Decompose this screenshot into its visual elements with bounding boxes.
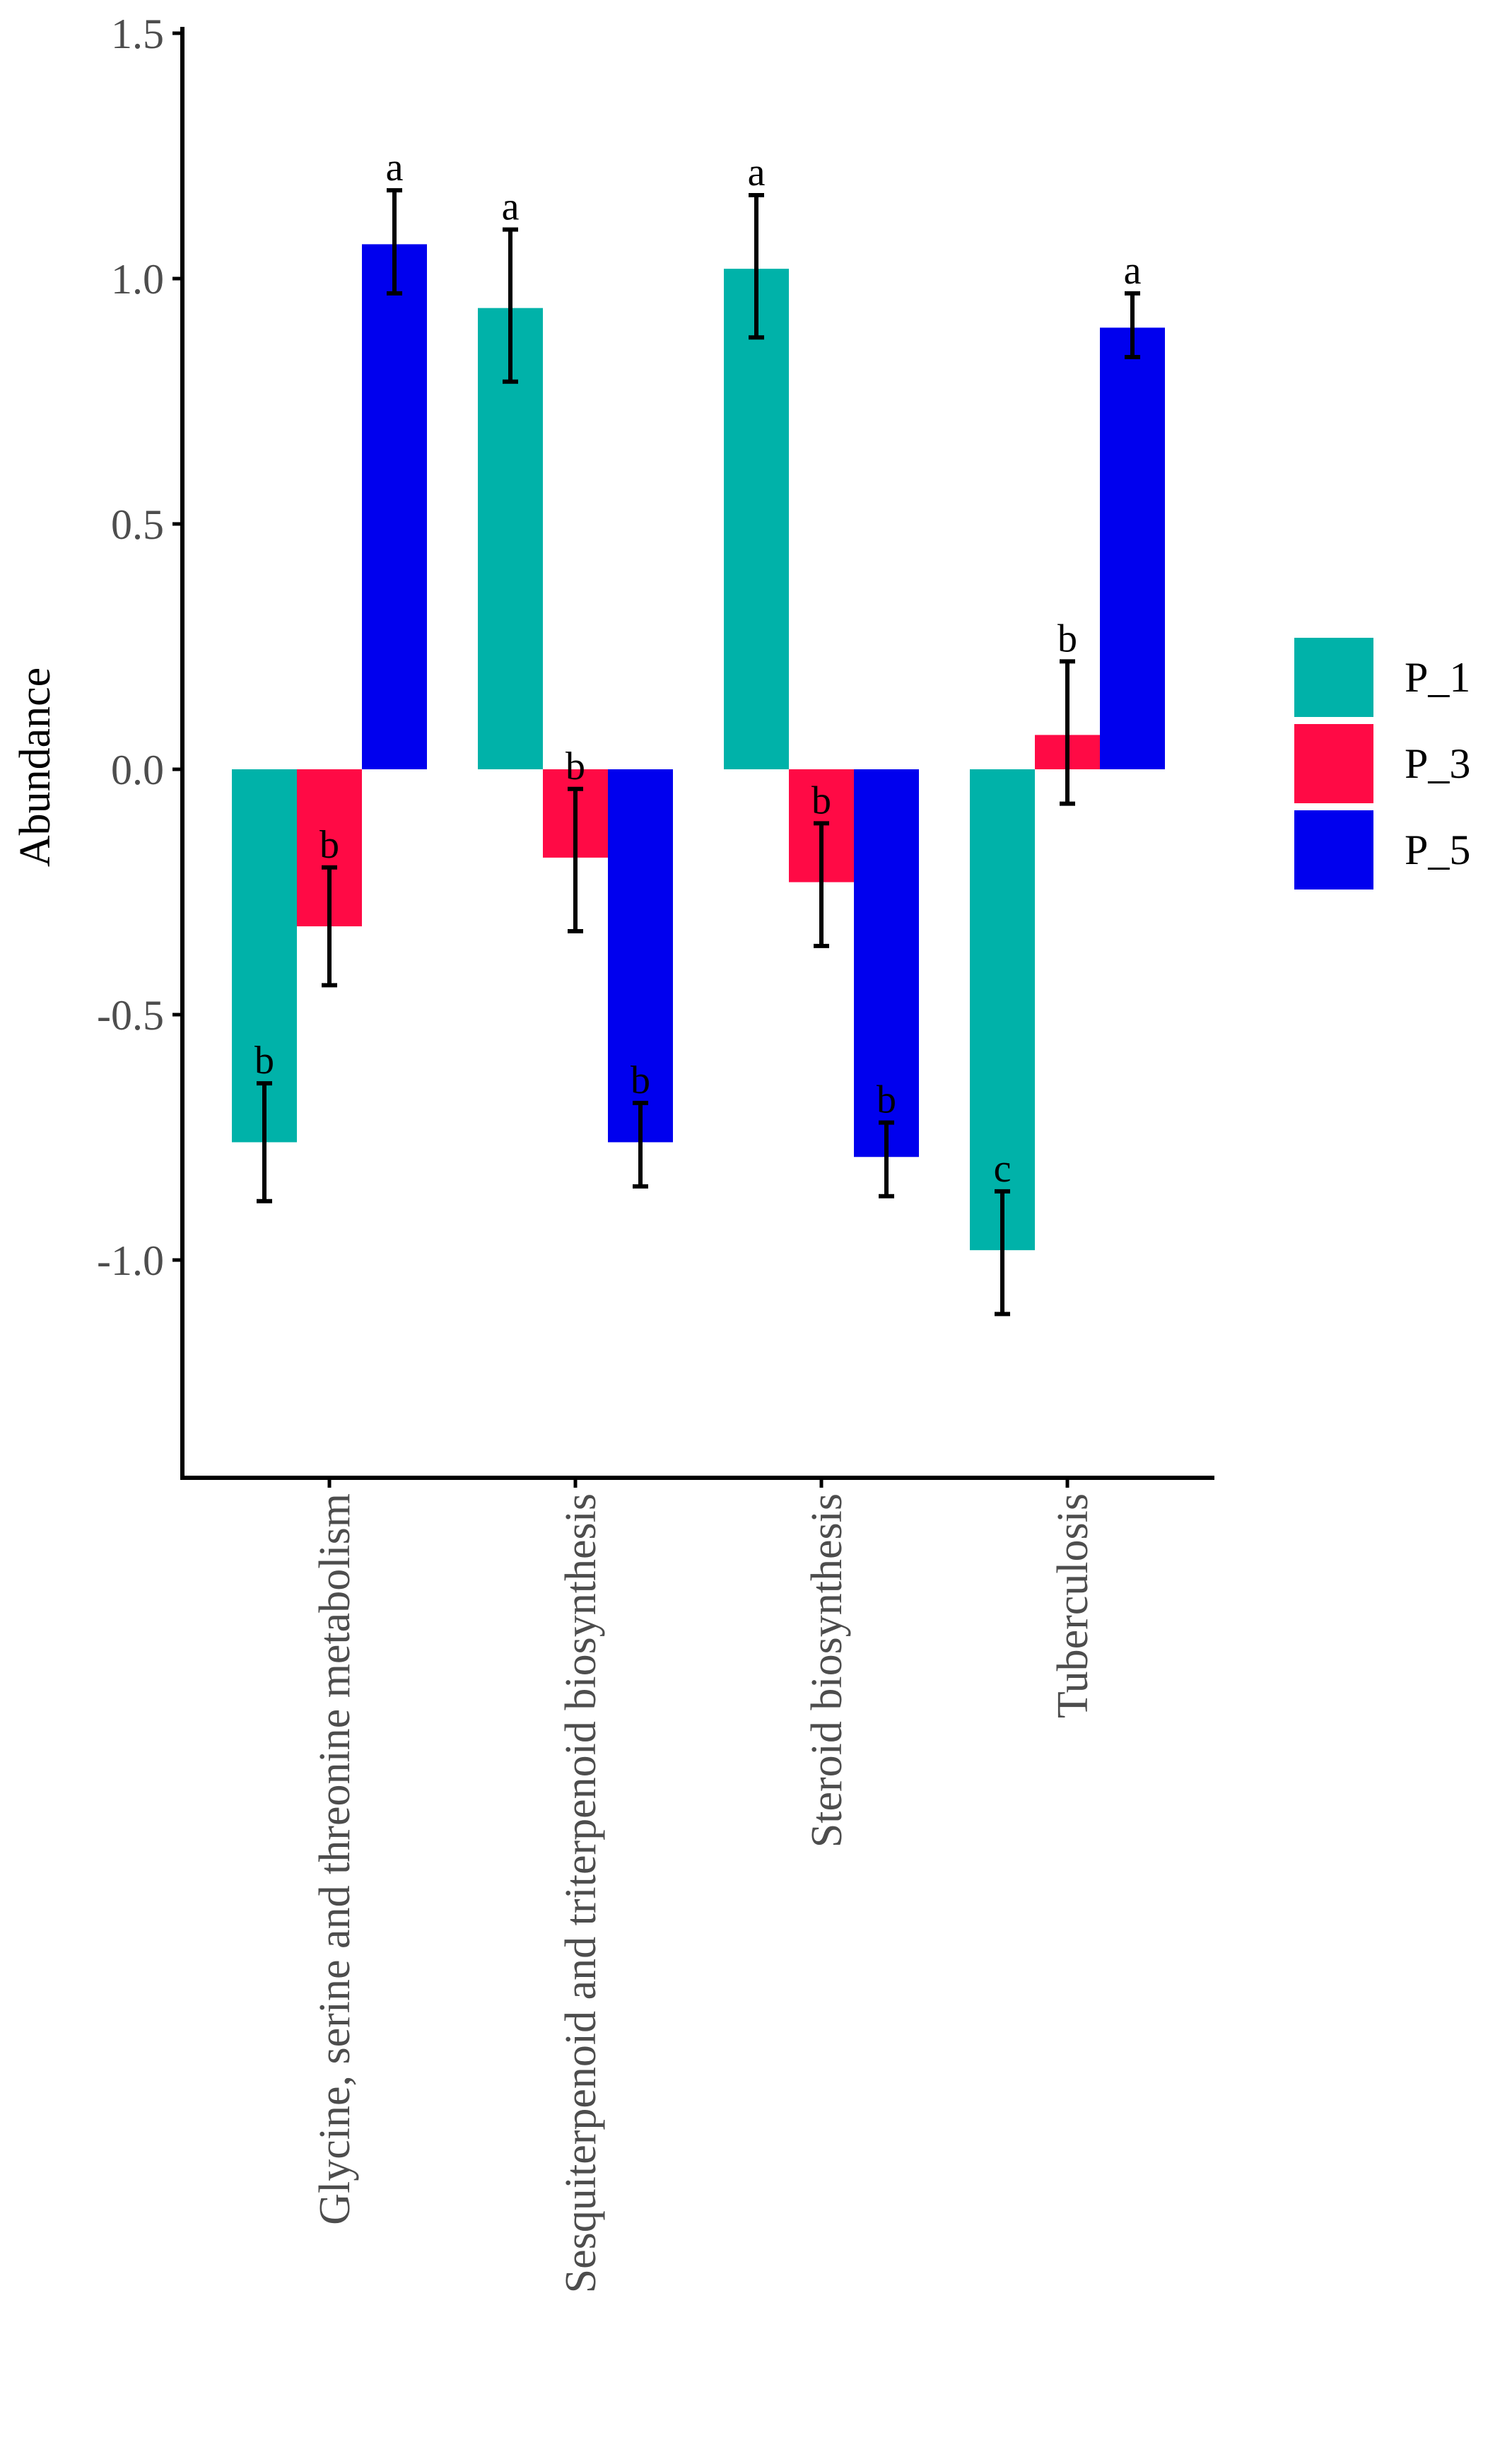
legend-key-p1 bbox=[1294, 638, 1373, 717]
legend-key-p5 bbox=[1294, 810, 1373, 890]
error-bar-p3-cat3 bbox=[814, 821, 829, 948]
legend-label: P_5 bbox=[1405, 827, 1470, 873]
axes-layer: 1.5 1.0 0.5 0.0 -0.5 -1.0 Abundance bbox=[11, 11, 1214, 1488]
y-tick-label: -1.0 bbox=[97, 1237, 164, 1284]
significance-label: b bbox=[1057, 617, 1077, 660]
y-axis-title: Abundance bbox=[11, 667, 59, 867]
y-tick-label: 1.5 bbox=[111, 11, 164, 57]
significance-labels-layer: b b a a b b a b b c b a bbox=[254, 146, 1142, 1191]
error-bars-layer bbox=[257, 188, 1140, 1317]
y-tick-label: 1.0 bbox=[111, 256, 164, 303]
significance-label: c bbox=[994, 1147, 1012, 1191]
significance-label: b bbox=[631, 1058, 650, 1102]
x-tick-label: Glycine, serine and threonine metabolism bbox=[311, 1493, 359, 2225]
bar-p1-cat3 bbox=[724, 269, 789, 769]
bar-p5-cat2 bbox=[608, 769, 673, 1143]
bar-p5-cat1 bbox=[362, 244, 427, 769]
error-bar-p3-cat2 bbox=[568, 786, 583, 934]
bar-p1-cat2 bbox=[478, 308, 543, 769]
bar-p1-cat1 bbox=[232, 769, 297, 1143]
error-bar-p5-cat3 bbox=[879, 1120, 894, 1198]
significance-label: b bbox=[254, 1039, 274, 1083]
bar-p5-cat4 bbox=[1100, 327, 1165, 769]
error-bar-p3-cat4 bbox=[1060, 659, 1075, 806]
x-tick-label: Tuberculosis bbox=[1049, 1493, 1097, 1718]
legend: P_1 P_3 P_5 bbox=[1294, 638, 1470, 890]
error-bar-p5-cat2 bbox=[633, 1100, 648, 1189]
significance-label: a bbox=[748, 151, 766, 194]
significance-label: b bbox=[811, 778, 831, 822]
significance-label: b bbox=[877, 1078, 896, 1122]
category-labels-layer: Glycine, serine and threonine metabolism… bbox=[311, 1493, 1097, 2293]
legend-label: P_3 bbox=[1405, 740, 1470, 787]
error-bar-p5-cat1 bbox=[387, 188, 402, 296]
bar-p5-cat3 bbox=[854, 769, 919, 1157]
error-bar-p1-cat2 bbox=[503, 227, 518, 384]
significance-label: a bbox=[502, 185, 520, 229]
error-bar-p3-cat1 bbox=[322, 865, 337, 988]
x-tick-label: Sesquiterpenoid and triterpenoid biosynt… bbox=[557, 1493, 605, 2293]
x-tick-label: Steroid biosynthesis bbox=[803, 1493, 851, 1848]
y-tick-label: 0.0 bbox=[111, 747, 164, 793]
error-bar-p1-cat4 bbox=[995, 1189, 1010, 1317]
y-tick-label: 0.5 bbox=[111, 501, 164, 548]
significance-label: a bbox=[1124, 249, 1142, 293]
significance-label: b bbox=[320, 823, 339, 867]
significance-label: b bbox=[565, 745, 585, 788]
error-bar-p1-cat1 bbox=[257, 1081, 272, 1203]
error-bar-p5-cat4 bbox=[1125, 291, 1140, 360]
legend-label: P_1 bbox=[1405, 654, 1470, 701]
bars-layer bbox=[232, 244, 1165, 1251]
y-tick-label: -0.5 bbox=[97, 992, 164, 1039]
error-bar-p1-cat3 bbox=[749, 193, 764, 340]
legend-key-p3 bbox=[1294, 724, 1373, 803]
bar-p1-cat4 bbox=[970, 769, 1035, 1251]
significance-label: a bbox=[386, 146, 404, 189]
